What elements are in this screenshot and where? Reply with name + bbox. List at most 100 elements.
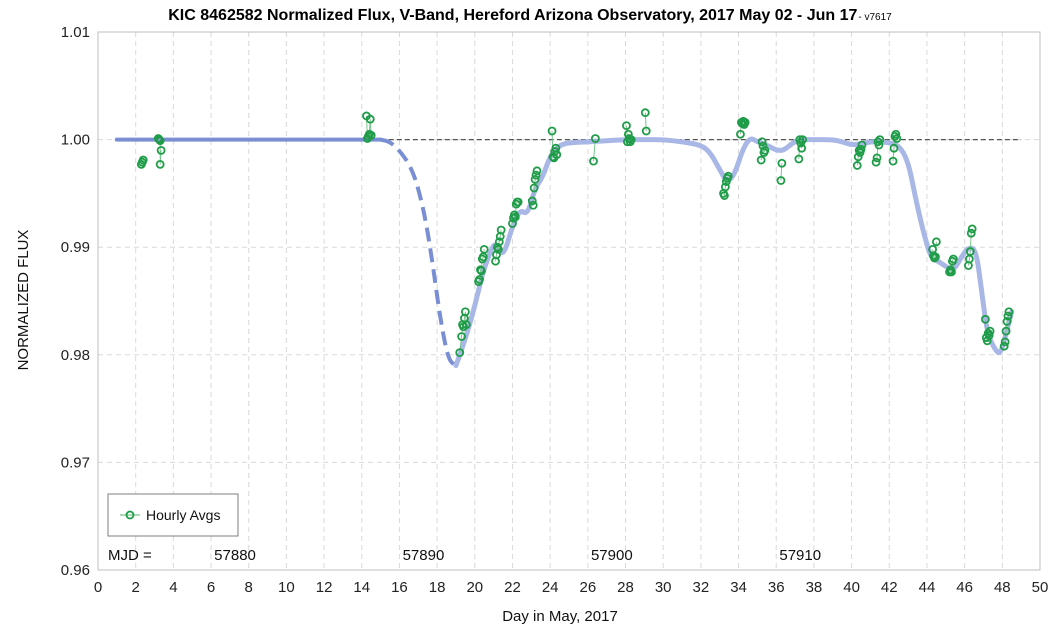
mjd-marker: 57890 <box>403 547 445 564</box>
data-point <box>776 176 786 185</box>
data-point <box>798 135 808 145</box>
plot-frame <box>97 31 1041 571</box>
data-point <box>723 171 733 181</box>
data-point <box>366 130 376 140</box>
x-tick-label: 0 <box>94 579 102 596</box>
data-point <box>138 155 148 165</box>
x-tick-label: 6 <box>207 579 215 596</box>
data-point <box>496 225 506 235</box>
data-point <box>513 197 523 207</box>
data-point <box>931 237 941 247</box>
data-point <box>980 314 990 324</box>
data-point <box>797 143 807 153</box>
data-point <box>547 126 557 136</box>
legend-marker <box>125 510 135 520</box>
y-tick-label: 0.98 <box>61 347 90 364</box>
data-point <box>589 156 598 166</box>
data-point <box>756 155 766 165</box>
data-point <box>757 137 767 147</box>
data-point <box>155 159 165 169</box>
data-point <box>889 143 899 153</box>
data-point <box>475 275 484 284</box>
data-point <box>640 108 650 118</box>
x-tick-label: 42 <box>881 579 898 596</box>
data-point <box>590 134 600 143</box>
data-point <box>622 121 631 131</box>
point-link <box>478 249 485 282</box>
y-tick-label: 0.99 <box>61 239 90 256</box>
data-point <box>965 247 975 256</box>
data-point <box>984 331 994 340</box>
x-tick-label: 10 <box>278 579 295 596</box>
x-tick-label: 44 <box>919 579 936 596</box>
chart-title-main: KIC 8462582 Normalized Flux, V-Band, Her… <box>168 7 857 24</box>
data-point <box>999 341 1009 351</box>
mjd-marker: 57910 <box>779 547 821 564</box>
data-point <box>479 244 489 254</box>
chart-title-suffix: - v7617 <box>858 12 892 23</box>
data-point <box>155 136 165 146</box>
x-tick-label: 24 <box>542 579 559 596</box>
point-link <box>949 258 954 274</box>
x-tick-label: 22 <box>504 579 521 596</box>
gridlines <box>98 32 1040 570</box>
chart-title: KIC 8462582 Normalized Flux, V-Band, Her… <box>168 7 892 24</box>
x-tick-label: 30 <box>655 579 672 596</box>
x-tick-label: 20 <box>466 579 483 596</box>
data-point <box>874 140 884 150</box>
data-point <box>494 237 504 247</box>
data-point <box>777 158 787 168</box>
mjd-marker: 57880 <box>214 547 256 564</box>
data-point <box>552 150 562 160</box>
data-point <box>531 170 541 180</box>
data-point <box>947 267 956 277</box>
data-point <box>740 117 750 127</box>
data-point <box>365 114 375 124</box>
data-point <box>460 307 470 317</box>
data-point <box>156 145 166 155</box>
data-point <box>457 332 467 341</box>
x-tick-label: 28 <box>617 579 634 596</box>
data-point <box>872 153 882 163</box>
data-point <box>532 166 542 176</box>
data-point <box>455 348 465 358</box>
x-tick-label: 48 <box>994 579 1011 596</box>
data-point <box>530 175 540 184</box>
data-point <box>888 156 898 166</box>
point-link <box>495 229 502 262</box>
data-point <box>966 228 976 238</box>
x-tick-label: 4 <box>169 579 177 596</box>
trend-curve <box>114 136 1015 369</box>
mjd-markers: MJD = 57880 57890 57900 57910 <box>108 547 821 564</box>
data-point <box>1004 307 1014 317</box>
data-point <box>736 129 745 139</box>
data-point <box>875 135 885 145</box>
x-tick-label: 8 <box>245 579 253 596</box>
mjd-label: MJD = <box>108 547 152 564</box>
data-point <box>967 224 977 234</box>
data-point <box>528 200 538 210</box>
data-point <box>948 254 958 264</box>
x-tick-label: 36 <box>768 579 785 596</box>
data-point <box>891 129 901 139</box>
data-point <box>476 266 486 276</box>
data-point <box>871 157 881 167</box>
x-tick-label: 32 <box>693 579 710 596</box>
x-tick-label: 40 <box>843 579 860 596</box>
data-point <box>1001 326 1011 336</box>
data-point <box>856 144 866 154</box>
data-point <box>529 183 539 193</box>
y-axis-ticks: 0.96 0.97 0.98 0.99 1.00 1.01 <box>61 24 90 579</box>
data-point <box>720 191 729 200</box>
data-point <box>852 161 862 170</box>
data-point <box>641 126 651 136</box>
x-tick-label: 12 <box>316 579 333 596</box>
legend: Hourly Avgs <box>107 493 239 537</box>
data-point <box>720 182 730 192</box>
y-tick-label: 0.97 <box>61 454 90 471</box>
data-point <box>857 140 867 150</box>
x-tick-label: 14 <box>353 579 370 596</box>
data-point <box>1003 311 1013 321</box>
data-point <box>510 212 520 222</box>
